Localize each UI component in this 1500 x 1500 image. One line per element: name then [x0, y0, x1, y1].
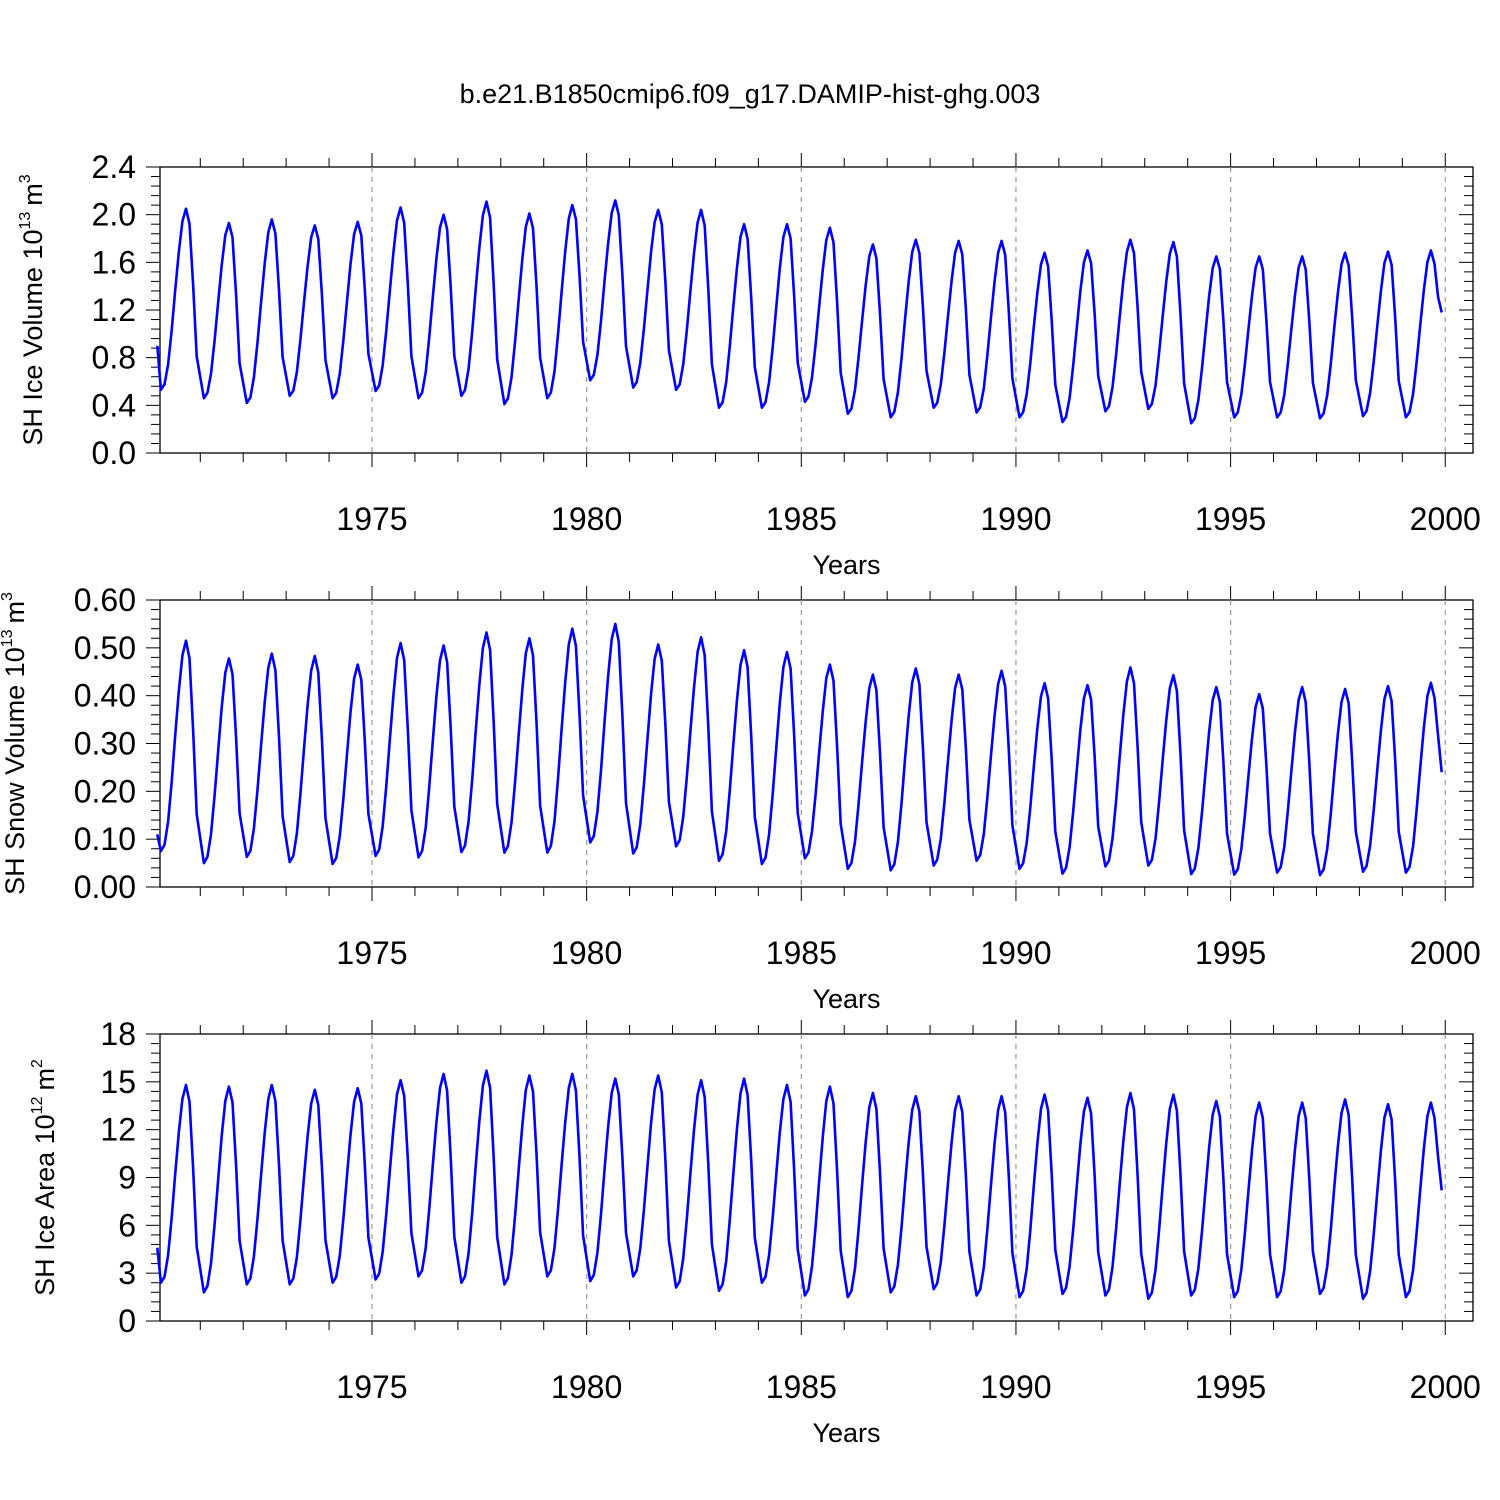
x-tick-label: 1980 — [551, 935, 622, 971]
x-axis-label: Years — [812, 1418, 880, 1448]
y-tick-label: 0.60 — [74, 582, 136, 618]
series-line-sh-ice-volume — [156, 199, 1443, 425]
y-tick-label: 1.6 — [92, 244, 136, 280]
y-tick-label: 18 — [100, 1016, 136, 1052]
y-tick-label: 0.40 — [74, 678, 136, 714]
y-axis-label-main: SH Ice Area 10 — [30, 1114, 60, 1296]
figure-title: b.e21.B1850cmip6.f09_g17.DAMIP-hist-ghg.… — [460, 79, 1041, 109]
x-tick-label: 1985 — [766, 1369, 837, 1405]
plot-frame — [159, 599, 1474, 888]
x-tick-label: 1975 — [336, 501, 407, 537]
x-tick-label: 1985 — [766, 935, 837, 971]
y-tick-label: 2.4 — [92, 149, 136, 185]
x-axis-label: Years — [812, 550, 880, 580]
y-axis-label-exponent: 13 — [17, 212, 34, 230]
y-axis-label-unit: m — [0, 601, 30, 624]
x-tick-label: 1980 — [551, 1369, 622, 1405]
y-tick-label: 6 — [118, 1207, 136, 1243]
y-axis-label-main: SH Ice Volume 10 — [18, 230, 48, 446]
x-tick-label: 2000 — [1410, 501, 1481, 537]
x-tick-label: 2000 — [1410, 1369, 1481, 1405]
y-tick-label: 0 — [118, 1303, 136, 1339]
x-tick-label: 1975 — [336, 935, 407, 971]
chart-panel-2: 1975 1980 1985 1990 1995 2000 Years 0.00 0.10 0.2… — [0, 582, 1481, 1014]
x-tick-label: 1980 — [551, 501, 622, 537]
x-tick-label: 2000 — [1410, 935, 1481, 971]
y-tick-label: 0.00 — [74, 869, 136, 905]
y-axis-label-unit-exponent: 2 — [29, 1059, 46, 1068]
x-tick-label: 1995 — [1195, 935, 1266, 971]
x-tick-label: 1975 — [336, 1369, 407, 1405]
x-tick-label: 1990 — [980, 935, 1051, 971]
series-line-sh-ice-area — [156, 1069, 1443, 1300]
y-axis-label-unit-exponent: 3 — [0, 592, 16, 601]
y-axis-label: SH Snow Volume 1013 m3 — [0, 592, 30, 895]
plot-frame — [159, 1033, 1474, 1322]
y-axis-label-exponent: 13 — [0, 629, 16, 647]
y-axis-label-main: SH Snow Volume 10 — [0, 647, 30, 895]
x-tick-label: 1990 — [980, 501, 1051, 537]
x-tick-label: 1995 — [1195, 1369, 1266, 1405]
chart-panels: 1975 1980 1985 1990 1995 2000 Years 0.0 0.4 0.8 1.… — [0, 149, 1481, 1448]
x-tick-label: 1995 — [1195, 501, 1266, 537]
y-tick-label: 1.2 — [92, 292, 136, 328]
y-tick-label: 2.0 — [92, 197, 136, 233]
chart-panel-1: 1975 1980 1985 1990 1995 2000 Years 0.0 0.4 0.8 1.… — [17, 149, 1481, 580]
y-axis-label-unit: m — [18, 183, 48, 206]
y-axis-label-unit: m — [30, 1068, 60, 1091]
y-tick-label: 9 — [118, 1160, 136, 1196]
y-tick-label: 0.10 — [74, 821, 136, 857]
y-tick-label: 0.4 — [92, 387, 136, 423]
y-axis-label: SH Ice Volume 1013 m3 — [17, 174, 48, 445]
x-tick-label: 1990 — [980, 1369, 1051, 1405]
y-axis-label-exponent: 12 — [29, 1096, 46, 1114]
y-axis-label: SH Ice Area 1012 m2 — [29, 1059, 60, 1296]
y-tick-label: 0.50 — [74, 630, 136, 666]
y-axis-label-unit-exponent: 3 — [17, 174, 34, 183]
y-tick-label: 3 — [118, 1255, 136, 1291]
x-tick-label: 1985 — [766, 501, 837, 537]
y-tick-label: 0.20 — [74, 773, 136, 809]
chart-panel-3: 1975 1980 1985 1990 1995 2000 Years 0 3 6 9 12 15 18 S… — [29, 1016, 1481, 1448]
y-tick-label: 0.0 — [92, 435, 136, 471]
y-tick-label: 12 — [100, 1112, 136, 1148]
series-line-sh-snow-volume — [156, 622, 1443, 877]
y-tick-label: 0.30 — [74, 726, 136, 762]
x-axis-label: Years — [812, 984, 880, 1014]
y-tick-label: 0.8 — [92, 340, 136, 376]
y-tick-label: 15 — [100, 1064, 136, 1100]
